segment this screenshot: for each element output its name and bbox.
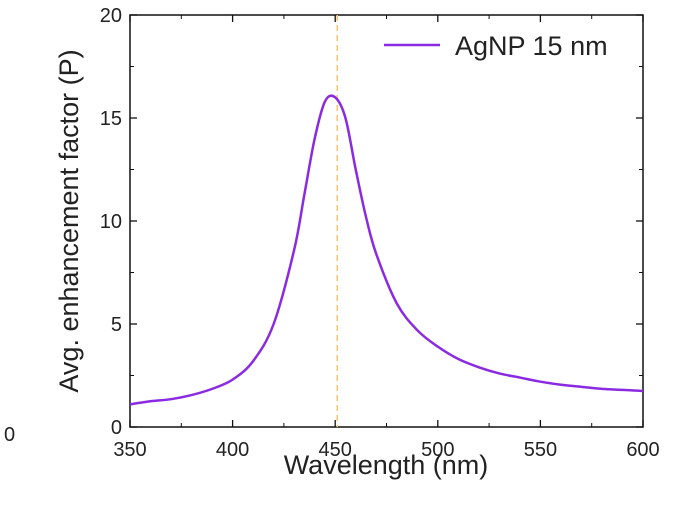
- x-axis-label: Wavelength (nm): [284, 450, 489, 480]
- y-tick-label: 15: [100, 108, 122, 130]
- x-tick-label: 450: [319, 439, 352, 461]
- legend: AgNP 15 nm: [384, 31, 608, 61]
- x-tick-label: 550: [524, 439, 557, 461]
- x-tick-label: 400: [216, 439, 249, 461]
- plot-frame: [129, 14, 644, 428]
- ticks-group: [129, 14, 644, 428]
- y-tick-label: 5: [111, 314, 122, 336]
- legend-label: AgNP 15 nm: [455, 31, 608, 61]
- x-tick-label: 600: [626, 439, 659, 461]
- x-tick-label: 500: [421, 439, 454, 461]
- y-tick-label: 0: [111, 417, 122, 439]
- series-group: [129, 94, 644, 406]
- edge-fragment-label: 0: [4, 424, 15, 446]
- x-tick-label: 350: [113, 439, 146, 461]
- y-tick-label: 20: [100, 5, 122, 27]
- y-axis-label: Avg. enhancement factor (P): [54, 49, 84, 392]
- series-line-0: [129, 94, 644, 406]
- tick-labels-group: 350 400 450 500 550 600 0 5 10 15 20: [100, 5, 660, 461]
- y-tick-label: 10: [100, 211, 122, 233]
